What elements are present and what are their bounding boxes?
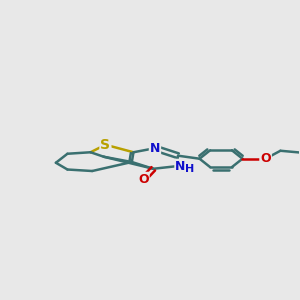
Text: N: N — [175, 160, 186, 173]
Text: H: H — [185, 164, 195, 175]
Text: S: S — [100, 138, 110, 152]
Text: O: O — [138, 173, 149, 186]
Text: N: N — [150, 142, 160, 155]
Text: O: O — [260, 152, 271, 165]
